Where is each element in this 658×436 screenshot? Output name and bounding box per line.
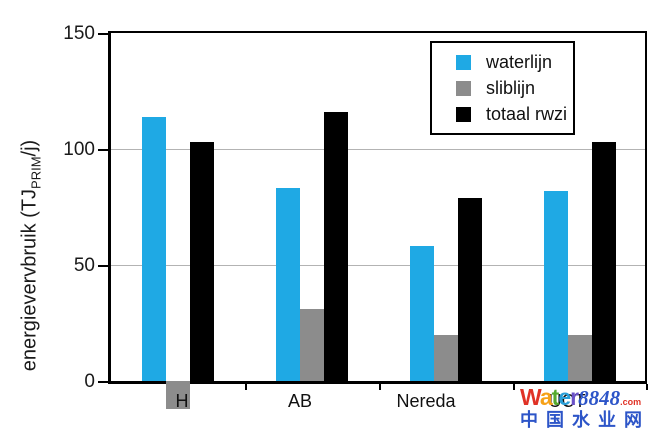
plot-top-border bbox=[108, 31, 647, 33]
legend-item-1: sliblijn bbox=[456, 77, 569, 98]
plot-right-border bbox=[645, 31, 647, 384]
bar-waterlijn-Nereda bbox=[410, 246, 434, 381]
bar-totaal-rwzi-H bbox=[190, 142, 214, 381]
bar-sliblijn-Nereda bbox=[434, 335, 458, 381]
legend-swatch-totaal-rwzi bbox=[456, 106, 471, 122]
bar-totaal-rwzi-Nereda bbox=[458, 198, 482, 381]
watermark-tld: .com bbox=[620, 397, 642, 407]
x-tick-1 bbox=[379, 384, 381, 390]
bar-totaal-rwzi-UCT bbox=[592, 142, 616, 381]
legend-swatch-waterlijn bbox=[456, 54, 471, 70]
category-label-AB: AB bbox=[287, 391, 313, 411]
y-tick-50 bbox=[98, 265, 108, 267]
category-label-H: H bbox=[175, 391, 189, 411]
bar-sliblijn-AB bbox=[300, 309, 324, 381]
watermark-tagline: 中国水业网 bbox=[520, 410, 650, 430]
watermark-letter: e bbox=[558, 384, 571, 410]
legend-label: totaal rwzi bbox=[486, 103, 568, 124]
x-axis-line bbox=[108, 381, 647, 384]
category-label-UCT: UCT bbox=[548, 391, 586, 411]
gridline-100 bbox=[111, 149, 645, 150]
y-tick-label-0: 0 bbox=[84, 371, 95, 392]
watermark-letter: W bbox=[520, 384, 541, 410]
y-axis-title-suffix: /j) bbox=[18, 139, 41, 157]
bar-waterlijn-H bbox=[142, 117, 166, 381]
x-tick-0 bbox=[245, 384, 247, 390]
y-axis-title-subscript: PRIM bbox=[28, 156, 44, 189]
watermark-brand: Water8848.com bbox=[520, 386, 658, 409]
y-tick-100 bbox=[98, 149, 108, 151]
watermark-letter: t bbox=[551, 384, 560, 410]
legend-swatch-sliblijn bbox=[456, 80, 471, 96]
y-tick-label-100: 100 bbox=[63, 139, 95, 160]
bar-waterlijn-AB bbox=[276, 188, 300, 381]
category-label-Nereda: Nereda bbox=[396, 391, 456, 411]
bar-waterlijn-UCT bbox=[544, 191, 568, 381]
legend-item-2: totaal rwzi bbox=[456, 103, 569, 124]
bar-sliblijn-UCT bbox=[568, 335, 592, 381]
y-tick-label-50: 50 bbox=[73, 255, 95, 276]
legend-label: waterlijn bbox=[486, 51, 553, 72]
legend-label: sliblijn bbox=[486, 77, 536, 98]
y-axis-line bbox=[108, 31, 111, 384]
y-axis-title: energievervbruik (TJPRIM/j) bbox=[19, 126, 44, 386]
y-tick-150 bbox=[98, 33, 108, 35]
gridline-50 bbox=[111, 265, 645, 266]
x-tick-2 bbox=[513, 384, 515, 390]
x-tick-3 bbox=[646, 384, 648, 390]
legend: waterlijn sliblijn totaal rwzi bbox=[430, 41, 575, 135]
watermark-letter: r bbox=[570, 384, 579, 410]
legend-item-0: waterlijn bbox=[456, 51, 569, 72]
bar-sliblijn-H bbox=[166, 381, 190, 409]
y-axis-title-text: energievervbruik (TJ bbox=[18, 188, 41, 372]
watermark-letter: a bbox=[539, 384, 553, 410]
watermark-number: 8848 bbox=[578, 386, 621, 410]
y-tick-label-150: 150 bbox=[63, 23, 95, 44]
y-tick-0 bbox=[98, 381, 108, 383]
watermark: Water8848.com 中国水业网 bbox=[520, 386, 658, 430]
bar-totaal-rwzi-AB bbox=[324, 112, 348, 381]
